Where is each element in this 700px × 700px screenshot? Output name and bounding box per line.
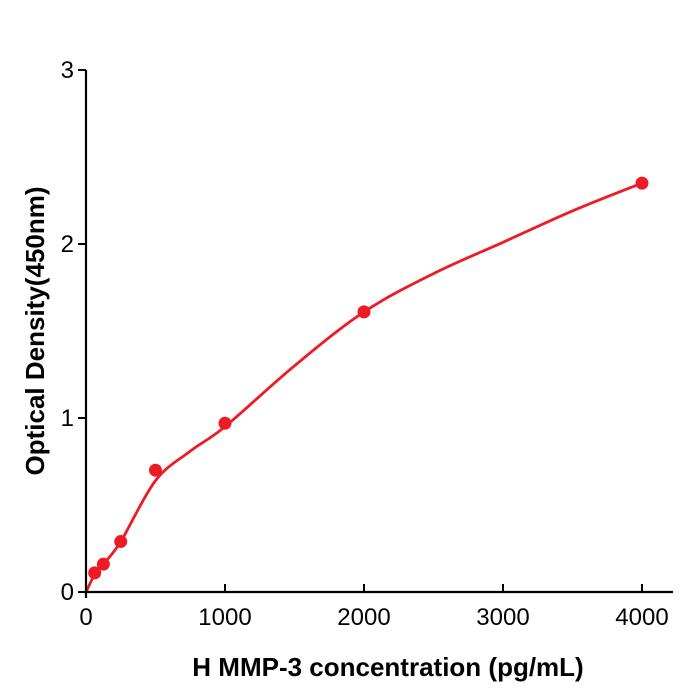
x-tick-label: 4000 bbox=[615, 604, 668, 631]
y-tick-label: 2 bbox=[61, 231, 74, 258]
x-tick-label: 1000 bbox=[198, 604, 251, 631]
fit-curve-layer bbox=[84, 181, 644, 594]
fit-curve-line bbox=[84, 181, 644, 594]
y-tick-label: 0 bbox=[61, 579, 74, 606]
data-point bbox=[218, 416, 232, 430]
x-tick-label: 0 bbox=[79, 604, 92, 631]
axis-layer bbox=[84, 70, 673, 598]
data-point bbox=[114, 535, 128, 549]
y-tick-label: 3 bbox=[61, 57, 74, 84]
x-axis-label: H MMP-3 concentration (pg/mL) bbox=[192, 652, 583, 682]
data-point bbox=[88, 566, 102, 580]
data-point bbox=[149, 463, 162, 477]
x-tick-label: 3000 bbox=[476, 604, 529, 631]
data-point bbox=[357, 305, 371, 319]
data-point bbox=[635, 176, 649, 190]
data-point bbox=[96, 557, 110, 571]
x-tick-label: 2000 bbox=[337, 604, 390, 631]
y-axis-label: Optical Density(450nm) bbox=[20, 187, 50, 476]
tick-layer: 0 1000 2000 3000 4000 0 1 2 3 bbox=[61, 57, 669, 631]
y-tick-label: 1 bbox=[61, 405, 74, 432]
data-point-layer bbox=[88, 176, 649, 580]
